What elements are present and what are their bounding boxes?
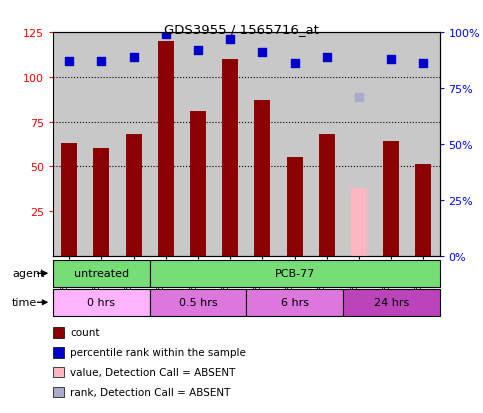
Text: time: time (12, 297, 37, 307)
Text: 6 hrs: 6 hrs (281, 297, 309, 308)
Text: rank, Detection Call = ABSENT: rank, Detection Call = ABSENT (70, 387, 230, 397)
Bar (190, 112, 206, 256)
Bar (150, 260, 440, 287)
Text: 24 hrs: 24 hrs (374, 297, 409, 308)
Bar (246, 289, 343, 316)
Text: value, Detection Call = ABSENT: value, Detection Call = ABSENT (70, 367, 235, 377)
Bar (319, 135, 335, 256)
Text: 0 hrs: 0 hrs (87, 297, 115, 308)
Bar (53, 289, 150, 316)
Bar (255, 101, 270, 256)
Point (130, 54, 138, 61)
Bar (286, 158, 303, 256)
Point (323, 54, 331, 61)
Text: 0.5 hrs: 0.5 hrs (179, 297, 217, 308)
Bar (343, 289, 440, 316)
Bar (93, 149, 110, 256)
Bar (158, 42, 174, 256)
Point (291, 61, 298, 68)
Point (227, 36, 234, 43)
Point (65, 59, 73, 65)
Bar (415, 165, 431, 256)
Point (355, 95, 363, 101)
Text: agent: agent (12, 268, 44, 278)
Text: count: count (70, 328, 99, 337)
Text: PCB-77: PCB-77 (274, 268, 315, 279)
Point (194, 47, 202, 54)
Bar (222, 60, 238, 256)
Bar (150, 289, 246, 316)
Bar (383, 142, 399, 256)
Point (98, 59, 105, 65)
Point (162, 32, 170, 38)
Text: percentile rank within the sample: percentile rank within the sample (70, 347, 246, 357)
Bar (61, 144, 77, 256)
Bar (53, 260, 150, 287)
Bar (126, 135, 142, 256)
Point (258, 50, 266, 57)
Text: GDS3955 / 1565716_at: GDS3955 / 1565716_at (164, 23, 319, 36)
Point (420, 61, 427, 68)
Bar (351, 188, 367, 256)
Point (387, 57, 395, 63)
Text: untreated: untreated (74, 268, 129, 279)
